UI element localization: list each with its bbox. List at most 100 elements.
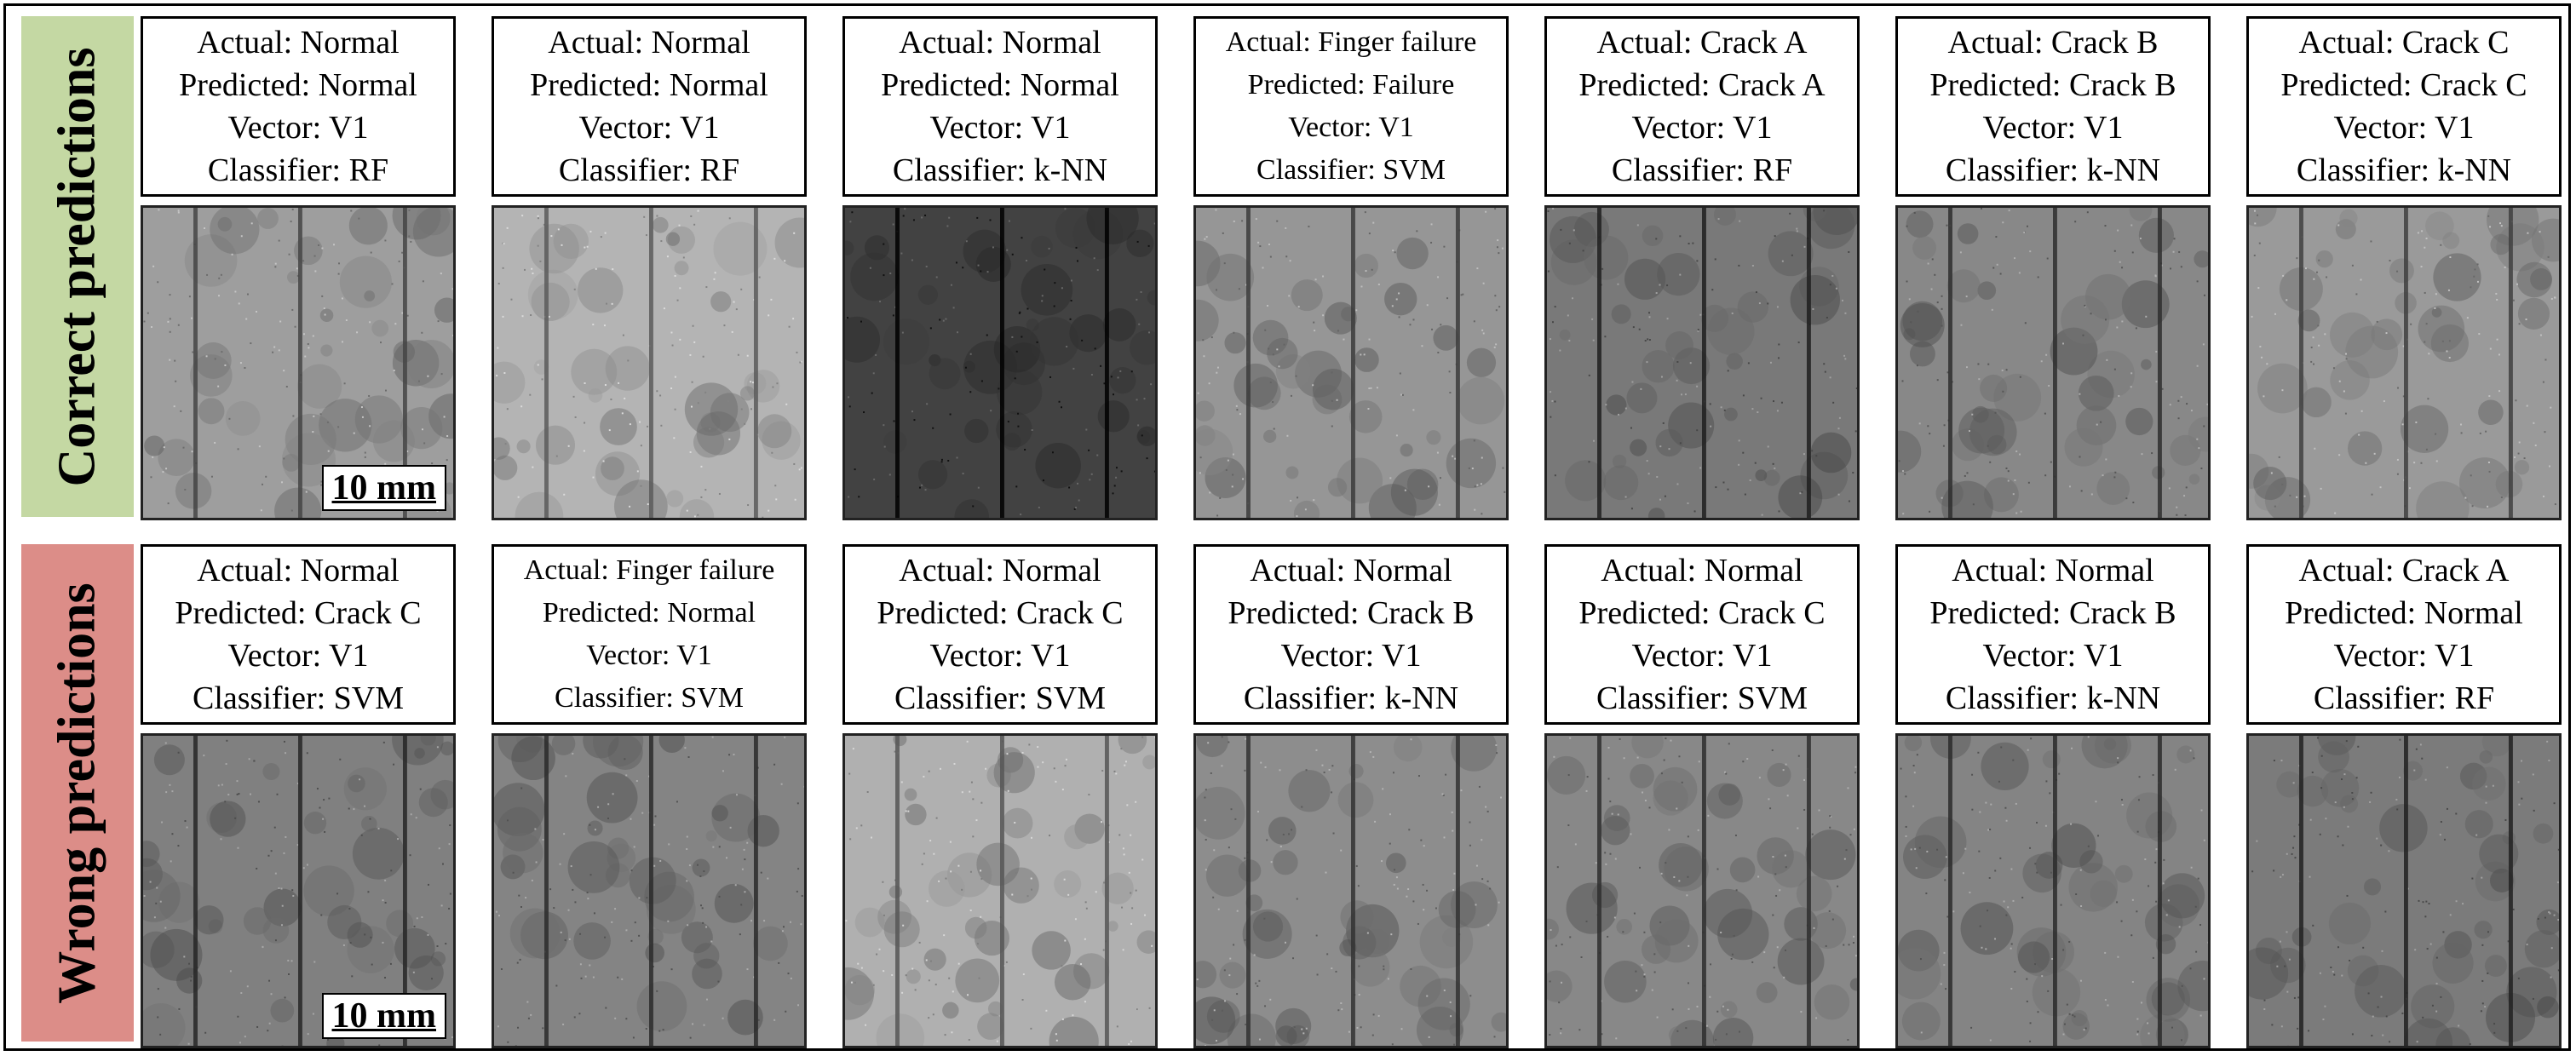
vector-label: Vector: V1 (929, 638, 1071, 674)
classifier-label: Classifier: k-NN (1945, 680, 2161, 716)
row-label-correct-text: Correct predictions (48, 47, 106, 486)
electroluminescence-image (1193, 205, 1509, 520)
vector-label: Vector: V1 (586, 640, 712, 671)
panel-wrong-6: Actual: Normal Predicted: Crack B Vector: … (1895, 544, 2211, 1048)
panel-wrong-2: Actual: Finger failure Predicted: Normal V… (492, 544, 807, 1048)
panel-wrong-1: Actual: Normal Predicted: Crack C Vector: … (141, 544, 456, 1048)
scale-bar: 10 mm (321, 465, 446, 511)
panel-label-box: Actual: Crack B Predicted: Crack B Vector:… (1895, 16, 2211, 197)
panel-label-box: Actual: Normal Predicted: Normal Vector: V… (492, 16, 807, 197)
electroluminescence-image (1895, 733, 2211, 1048)
panel-label-box: Actual: Normal Predicted: Normal Vector: V… (141, 16, 456, 197)
vector-label: Vector: V1 (227, 110, 369, 146)
vector-label: Vector: V1 (578, 110, 720, 146)
electroluminescence-image (2246, 205, 2562, 520)
electroluminescence-image (492, 733, 807, 1048)
predicted-label: Predicted: Normal (179, 67, 417, 103)
electroluminescence-image (842, 733, 1158, 1048)
vector-label: Vector: V1 (2333, 638, 2475, 674)
panel-correct-5: Actual: Crack A Predicted: Crack A Vector:… (1544, 16, 1860, 520)
panel-label-box: Actual: Normal Predicted: Crack C Vector: … (1544, 544, 1860, 725)
electroluminescence-image (2246, 733, 2562, 1048)
panel-wrong-3: Actual: Normal Predicted: Crack C Vector: … (842, 544, 1158, 1048)
vector-label: Vector: V1 (1982, 638, 2124, 674)
panel-correct-6: Actual: Crack B Predicted: Crack B Vector:… (1895, 16, 2211, 520)
panel-label-box: Actual: Crack A Predicted: Normal Vector: … (2246, 544, 2562, 725)
classifier-label: Classifier: k-NN (1945, 152, 2161, 188)
actual-label: Actual: Normal (899, 553, 1101, 588)
actual-label: Actual: Normal (1952, 553, 2154, 588)
panel-label-box: Actual: Normal Predicted: Crack B Vector: … (1193, 544, 1509, 725)
figure-frame: Correct predictions Wrong predictions Ac… (3, 3, 2571, 1051)
row-label-wrong: Wrong predictions (21, 544, 134, 1042)
panel-label-box: Actual: Crack C Predicted: Crack C Vector:… (2246, 16, 2562, 197)
panel-label-box: Actual: Normal Predicted: Crack B Vector: … (1895, 544, 2211, 725)
actual-label: Actual: Crack A (2298, 553, 2510, 588)
actual-label: Actual: Normal (548, 25, 750, 60)
vector-label: Vector: V1 (1631, 110, 1773, 146)
electroluminescence-image (1544, 205, 1860, 520)
actual-label: Actual: Normal (899, 25, 1101, 60)
predicted-label: Predicted: Crack B (1929, 595, 2176, 631)
predicted-label: Predicted: Normal (530, 67, 768, 103)
predicted-label: Predicted: Crack B (1929, 67, 2176, 103)
predicted-label: Predicted: Normal (881, 67, 1119, 103)
electroluminescence-image (1544, 733, 1860, 1048)
predicted-label: Predicted: Crack C (877, 595, 1124, 631)
classifier-label: Classifier: SVM (894, 680, 1107, 716)
panel-correct-7: Actual: Crack C Predicted: Crack C Vector:… (2246, 16, 2562, 520)
classifier-label: Classifier: RF (558, 152, 740, 188)
panel-wrong-4: Actual: Normal Predicted: Crack B Vector: … (1193, 544, 1509, 1048)
classifier-label: Classifier: SVM (555, 682, 744, 714)
classifier-label: Classifier: k-NN (1243, 680, 1459, 716)
row-label-correct: Correct predictions (21, 16, 134, 517)
predicted-label: Predicted: Failure (1247, 69, 1455, 100)
actual-label: Actual: Normal (1601, 553, 1803, 588)
panel-wrong-5: Actual: Normal Predicted: Crack C Vector: … (1544, 544, 1860, 1048)
classifier-label: Classifier: SVM (1256, 154, 1446, 186)
vector-label: Vector: V1 (227, 638, 369, 674)
actual-label: Actual: Normal (197, 553, 400, 588)
panel-label-box: Actual: Crack A Predicted: Crack A Vector:… (1544, 16, 1860, 197)
classifier-label: Classifier: k-NN (892, 152, 1108, 188)
panel-label-box: Actual: Finger failure Predicted: Normal V… (492, 544, 807, 725)
vector-label: Vector: V1 (1280, 638, 1422, 674)
classifier-label: Classifier: k-NN (2296, 152, 2512, 188)
panel-label-box: Actual: Finger failure Predicted: Failure… (1193, 16, 1509, 197)
panel-correct-2: Actual: Normal Predicted: Normal Vector: V… (492, 16, 807, 520)
actual-label: Actual: Normal (1250, 553, 1452, 588)
row-label-wrong-text: Wrong predictions (48, 582, 106, 1004)
vector-label: Vector: V1 (2333, 110, 2475, 146)
actual-label: Actual: Crack A (1596, 25, 1808, 60)
panel-label-box: Actual: Normal Predicted: Crack C Vector: … (842, 544, 1158, 725)
predicted-label: Predicted: Crack C (2280, 67, 2527, 103)
predicted-label: Predicted: Crack A (1578, 67, 1826, 103)
actual-label: Actual: Normal (197, 25, 400, 60)
panel-correct-4: Actual: Finger failure Predicted: Failure… (1193, 16, 1509, 520)
panel-correct-3: Actual: Normal Predicted: Normal Vector: V… (842, 16, 1158, 520)
electroluminescence-image (842, 205, 1158, 520)
vector-label: Vector: V1 (929, 110, 1071, 146)
panel-correct-1: Actual: Normal Predicted: Normal Vector: V… (141, 16, 456, 520)
actual-label: Actual: Finger failure (523, 554, 775, 586)
vector-label: Vector: V1 (1288, 112, 1414, 143)
classifier-label: Classifier: RF (1611, 152, 1793, 188)
classifier-label: Classifier: RF (2313, 680, 2495, 716)
actual-label: Actual: Crack B (1947, 25, 2159, 60)
vector-label: Vector: V1 (1982, 110, 2124, 146)
classifier-label: Classifier: RF (207, 152, 389, 188)
panel-wrong-7: Actual: Crack A Predicted: Normal Vector: … (2246, 544, 2562, 1048)
scale-bar-label: 10 mm (331, 996, 436, 1036)
classifier-label: Classifier: SVM (192, 680, 405, 716)
classifier-label: Classifier: SVM (1596, 680, 1808, 716)
predicted-label: Predicted: Crack B (1228, 595, 1475, 631)
predicted-label: Predicted: Crack C (175, 595, 422, 631)
scale-bar: 10 mm (321, 993, 446, 1039)
electroluminescence-image (492, 205, 807, 520)
predicted-label: Predicted: Normal (542, 597, 756, 628)
actual-label: Actual: Finger failure (1225, 26, 1477, 58)
vector-label: Vector: V1 (1631, 638, 1773, 674)
electroluminescence-image (1193, 733, 1509, 1048)
electroluminescence-image: 10 mm (141, 205, 456, 520)
panel-label-box: Actual: Normal Predicted: Normal Vector: V… (842, 16, 1158, 197)
